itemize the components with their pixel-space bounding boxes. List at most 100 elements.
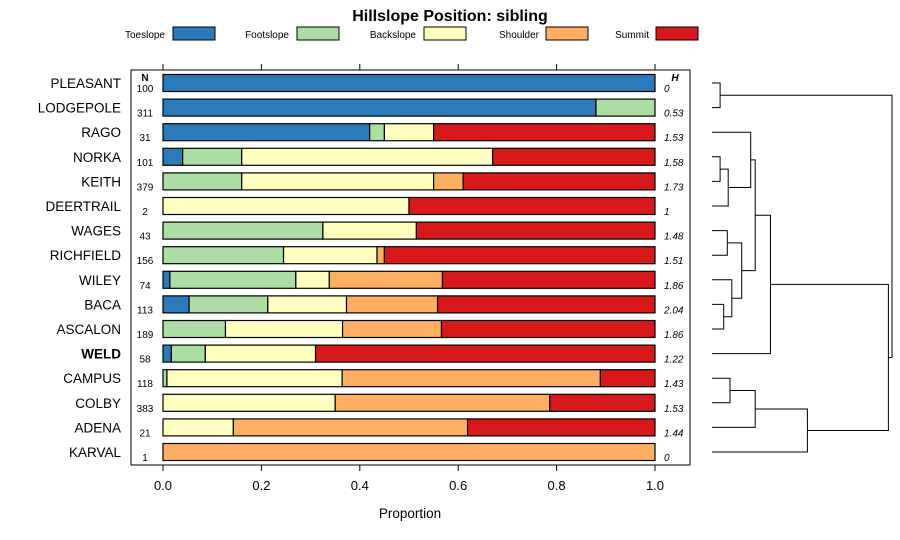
dendrogram-link-8 — [741, 159, 756, 272]
n-value-adena: 21 — [139, 428, 151, 439]
n-value-keith: 379 — [137, 182, 154, 193]
row-label-karval: KARVAL — [69, 445, 122, 460]
bar-segment-rago-toeslope — [162, 123, 371, 142]
bar-segment-keith-shoulder — [433, 172, 464, 191]
bar-segment-wages-summit — [415, 221, 656, 240]
bar-segment-pleasant-toeslope — [162, 73, 656, 93]
bar-segment-ascalon-footslope — [162, 319, 227, 339]
legend-swatch-shoulder — [545, 26, 589, 41]
bar-segment-ascalon-summit — [440, 319, 656, 339]
legend-label-backslope: Backslope — [370, 30, 417, 41]
h-value-norka: 1.58 — [664, 158, 684, 169]
x-axis: 0.0 0.2 0.4 0.6 0.8 1.0 — [154, 64, 664, 493]
dendrogram-link-0 — [712, 82, 721, 109]
dendrogram-link-11 — [712, 390, 756, 428]
n-value-lodgepole: 311 — [137, 109, 153, 120]
h-header: H — [671, 73, 679, 84]
row-label-adena: ADENA — [74, 420, 121, 435]
legend-label-toeslope: Toeslope — [125, 30, 165, 41]
row-label-rago: RAGO — [81, 125, 121, 140]
row-label-richfield: RICHFIELD — [50, 248, 122, 263]
x-tick-label-0-6: 0.6 — [449, 478, 467, 493]
h-value-adena: 1.44 — [664, 428, 684, 439]
legend-label-summit: Summit — [615, 30, 649, 41]
chart-title: Hillslope Position: sibling — [352, 8, 548, 25]
bar-segment-lodgepole-toeslope — [162, 98, 597, 117]
bar-segment-ascalon-backslope — [224, 319, 344, 339]
bar-segment-colby-summit — [549, 393, 656, 412]
dendrogram-link-4 — [712, 230, 728, 256]
n-values: 100 311 31 101 379 2 43 156 74 113 189 58 118 383 21 1 — [137, 84, 154, 464]
bar-segment-rago-backslope — [383, 123, 435, 142]
h-value-wiley: 1.86 — [664, 281, 684, 292]
bar-segment-weld-toeslope — [162, 344, 172, 363]
row-label-colby: COLBY — [75, 396, 121, 411]
h-value-keith: 1.73 — [664, 182, 684, 193]
n-value-baca: 113 — [137, 305, 153, 316]
bar-segment-rago-footslope — [369, 123, 386, 142]
bar-segment-colby-shoulder — [334, 393, 551, 412]
bar-segment-rago-summit — [433, 123, 656, 142]
h-values: 0 0.53 1.53 1.58 1.73 1 1.48 1.51 1.86 2.04 1.86 1.… — [663, 84, 684, 464]
h-value-campus: 1.43 — [664, 379, 684, 390]
bar-segment-colby-backslope — [162, 393, 336, 412]
n-value-weld: 58 — [139, 355, 151, 366]
bar-segment-deertrail-backslope — [162, 196, 410, 216]
h-value-baca: 2.04 — [663, 305, 684, 316]
bar-segment-deertrail-summit — [408, 196, 656, 216]
h-value-rago: 1.53 — [664, 133, 684, 144]
n-value-karval: 1 — [142, 453, 148, 464]
legend-swatch-summit — [655, 26, 699, 41]
h-value-wages: 1.48 — [664, 232, 684, 243]
n-value-pleasant: 100 — [137, 84, 154, 95]
n-value-deertrail: 2 — [142, 207, 148, 218]
bar-segment-wiley-summit — [441, 270, 656, 289]
x-tick-label-0-0: 0.0 — [154, 478, 172, 493]
x-tick-label-0-2: 0.2 — [252, 478, 270, 493]
dendrogram-link-12 — [712, 408, 808, 453]
x-tick-label-0-4: 0.4 — [351, 478, 369, 493]
bar-segment-wiley-shoulder — [328, 270, 444, 289]
bar-segment-baca-toeslope — [162, 295, 190, 314]
dendrogram-link-5 — [712, 303, 725, 330]
row-label-keith: KEITH — [81, 174, 121, 189]
bar-segment-richfield-summit — [383, 246, 656, 265]
n-value-norka: 101 — [137, 158, 154, 169]
bar-segment-wages-backslope — [322, 221, 417, 240]
n-value-rago: 31 — [139, 133, 151, 144]
n-value-campus: 118 — [137, 379, 153, 390]
bar-segment-adena-summit — [466, 418, 656, 437]
h-value-karval: 0 — [664, 453, 670, 464]
h-value-colby: 1.53 — [664, 404, 684, 415]
bar-segment-norka-toeslope — [162, 147, 184, 166]
bar-segment-norka-backslope — [241, 147, 494, 166]
bar-segment-baca-backslope — [267, 295, 348, 314]
plot-frame — [130, 69, 691, 466]
h-value-pleasant: 0 — [664, 84, 670, 95]
legend-label-footslope: Footslope — [245, 30, 289, 41]
row-label-weld: WELD — [81, 347, 121, 362]
dendrogram-link-7 — [727, 242, 743, 299]
h-value-weld: 1.22 — [664, 355, 684, 366]
x-axis-label: Proportion — [379, 506, 441, 521]
bar-segment-campus-shoulder — [341, 369, 601, 388]
bar-segment-richfield-footslope — [162, 246, 285, 265]
h-value-deertrail: 1 — [664, 207, 670, 218]
bar-segment-weld-backslope — [204, 344, 317, 363]
legend-label-shoulder: Shoulder — [499, 30, 540, 41]
row-label-norka: NORKA — [73, 150, 121, 165]
row-label-deertrail: DEERTRAIL — [45, 199, 121, 214]
dendrogram-link-3 — [712, 131, 752, 189]
n-value-ascalon: 189 — [137, 330, 154, 341]
h-value-lodgepole: 0.53 — [664, 109, 684, 120]
bar-segment-wiley-footslope — [169, 270, 297, 289]
row-labels: PLEASANT LODGEPOLE RAGO NORKA KEITH DEERTRAIL… — [38, 76, 122, 460]
legend-swatch-footslope — [296, 26, 340, 41]
dendrogram-link-1 — [712, 156, 721, 182]
row-label-ascalon: ASCALON — [56, 322, 121, 337]
dendrogram-link-14 — [720, 94, 893, 358]
dendrogram — [712, 82, 893, 453]
row-label-wiley: WILEY — [79, 273, 121, 288]
bar-segment-wiley-backslope — [295, 270, 330, 289]
